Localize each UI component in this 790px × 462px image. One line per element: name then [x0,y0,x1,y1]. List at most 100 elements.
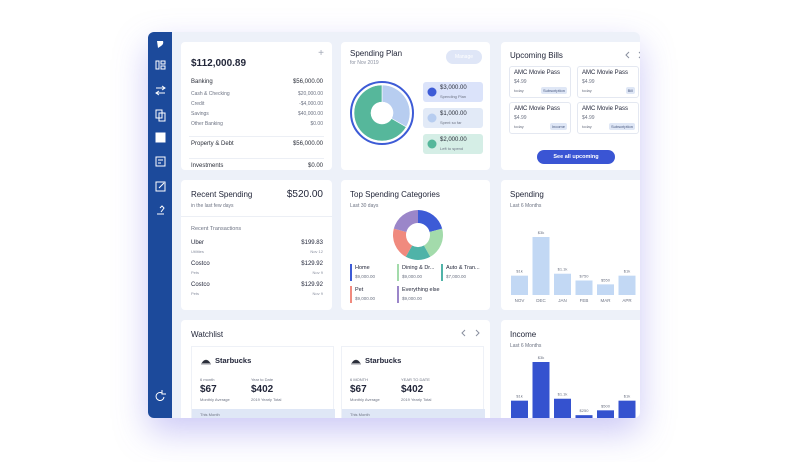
bar-label: $1.1k [558,267,568,272]
bar-label: $1k [516,394,522,399]
footer-label: This Month [200,412,220,417]
category-value: $9,000.00 [402,274,423,279]
watch-item: Starbucks 6 month $67 Monthly Average Year t… [191,346,335,418]
transaction-amount: $129.92 [301,282,323,288]
card-subtitle: Last 6 Months [510,203,542,209]
bar [597,410,614,418]
bill: AMC Movie Pass $4.99 today Subscription [577,102,639,134]
card-title: Upcoming Bills [510,51,563,60]
card-subtitle: Last 6 Months [510,343,542,349]
transaction-date: Nov 9 [312,270,323,275]
plan-amount: $1,000.00 [440,111,467,117]
plan-amount: $3,000.00 [440,85,467,91]
transaction-name: Costco [191,282,210,288]
separator [181,216,332,217]
category-value: $9,000.00 [402,296,423,301]
nav-icons[interactable] [155,60,166,401]
bill-due: today [582,124,592,129]
bill-name: AMC Movie Pass [514,70,561,76]
chart [427,139,437,149]
plan-label: Spent so far [440,120,462,125]
card-subtitle: for Nov 2019 [350,60,379,66]
manage-button[interactable]: Manage [446,50,482,64]
category-value: $9,000.00 [355,274,376,279]
category-legend: Auto & Tran... $7,000.00 [441,264,483,281]
bar [575,415,593,418]
bar-label: $250 [580,408,590,413]
card-title: Spending Plan [350,49,403,58]
transaction-category: Pets [191,270,200,275]
spending-plan-card: Spending Plan for Nov 2019 Manage $3,000.00… [341,42,490,170]
category-segment [405,245,431,260]
stat-label: 6 MONTH [350,377,368,382]
plan-segment [381,84,411,128]
bar [554,273,571,295]
item-amount: $40,000.00 [297,111,323,117]
plan-label: Spending Plan [440,94,467,99]
category-segment [423,228,443,257]
bar [575,280,593,295]
bill-amount: $4.99 [514,115,527,121]
plan-item: $1,000.00 Spent so far [423,108,483,128]
legend-swatch [350,264,352,281]
card-title: Spending [510,190,544,199]
bill-due: today [582,88,592,93]
merchant-icon [201,359,211,365]
stat-caption: Monthly Average [200,397,230,402]
list-title: Recent Transactions [191,226,242,232]
item-label: Credit [191,101,205,107]
add-button[interactable]: + [318,48,324,59]
balance-total: $112,000.89 [191,58,247,69]
chart [427,87,437,97]
category-name: Auto & Tran... [446,265,480,271]
watch-footer: This Month [342,409,485,418]
bill-name: AMC Movie Pass [582,70,629,76]
bar [618,400,636,418]
month-label: MAR [601,298,612,303]
bill-tag: Subscription [608,123,635,130]
bill-tag: Bill [625,87,635,94]
prev-button[interactable] [625,51,631,59]
category-segment [393,210,418,232]
category-segment [418,210,443,232]
category-legend: Pet $9,000.00 [350,286,392,303]
bill: AMC Movie Pass $4.99 today Subscription [509,66,571,98]
category-name: Dining & Dr... [402,265,435,271]
month-label: NOV [515,298,525,303]
stat-value: $67 [200,384,217,395]
separator [189,158,324,159]
legend-swatch [441,264,443,281]
legend-swatch [397,264,399,281]
bar [532,362,550,418]
stat-caption: Monthly Average [350,397,380,402]
bill-name: AMC Movie Pass [582,106,629,112]
plan-item: $3,000.00 Spending Plan [423,82,483,102]
section-label: Banking [191,79,213,85]
upcoming-bills-card: Upcoming Bills AMC Movie Pass $4.99 today Su… [501,42,640,170]
chevron [461,329,466,337]
transaction-name: Uber [191,240,205,246]
next-button[interactable] [637,51,640,59]
see-all-button[interactable]: See all upcoming [537,150,615,164]
bill-due: today [514,124,524,129]
bar-label: $750 [580,274,590,279]
bar-label: $3k [538,355,544,360]
stat-value: $67 [350,384,367,395]
chart [201,359,211,365]
transaction-date: Nov 9 [312,291,323,296]
section-amount: $56,000.00 [292,79,323,85]
item-label: Savings [191,111,209,117]
bar [618,275,636,295]
spending-card: Spending Last 6 Months $1k NOV $3k DEC $1.1k JA… [501,180,640,310]
prev-button[interactable] [461,329,467,337]
merchant-name: Starbucks [215,356,252,365]
section-label: Property & Debt [191,141,234,147]
plan-item: $2,000.00 Left to spend [423,134,483,154]
legend-swatch [397,286,399,303]
chart [351,359,361,365]
next-button[interactable] [474,329,480,337]
category-legend: Dining & Dr... $9,000.00 [397,264,439,281]
item-label: Other Banking [191,121,223,127]
transaction-date: Nov 12 [310,249,323,254]
